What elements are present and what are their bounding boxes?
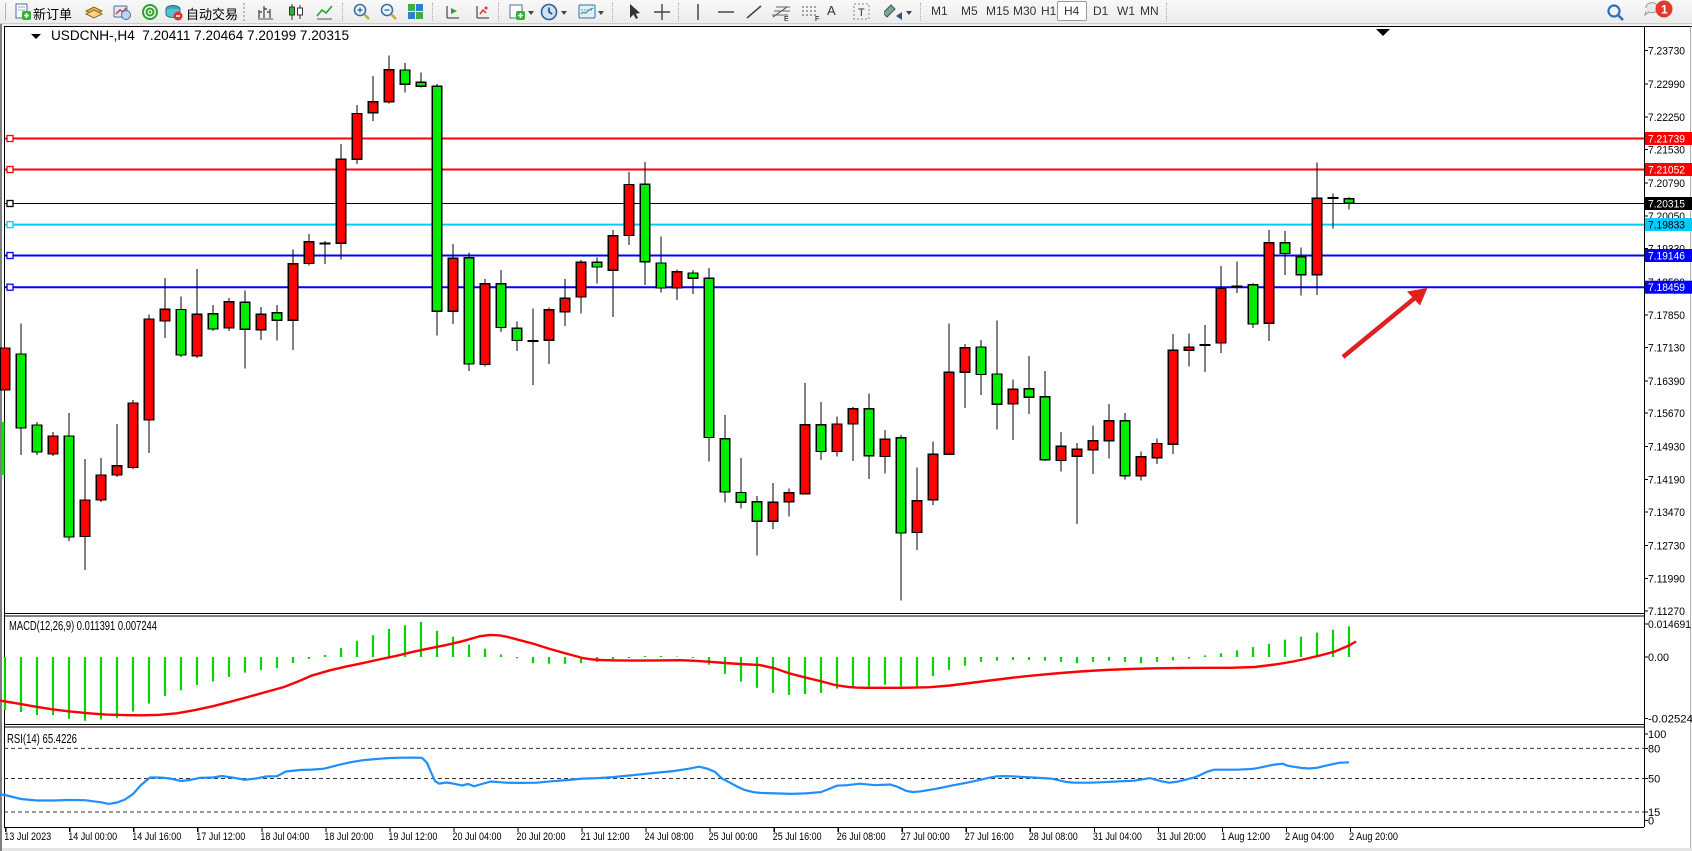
svg-text:100: 100: [1648, 729, 1666, 741]
svg-text:E: E: [784, 16, 789, 22]
svg-text:28 Jul 08:00: 28 Jul 08:00: [1029, 831, 1078, 843]
svg-text:17 Jul 12:00: 17 Jul 12:00: [196, 831, 245, 843]
svg-text:T: T: [858, 7, 865, 19]
svg-text:7.15670: 7.15670: [1648, 408, 1685, 420]
svg-text:24 Jul 08:00: 24 Jul 08:00: [645, 831, 694, 843]
svg-text:7.17850: 7.17850: [1648, 310, 1685, 322]
svg-text:26 Jul 08:00: 26 Jul 08:00: [837, 831, 886, 843]
svg-text:25 Jul 00:00: 25 Jul 00:00: [709, 831, 758, 843]
svg-text:-0.02524: -0.02524: [1648, 713, 1692, 725]
svg-text:31 Jul 04:00: 31 Jul 04:00: [1093, 831, 1142, 843]
svg-text:F: F: [815, 16, 819, 22]
svg-text:2 Aug 20:00: 2 Aug 20:00: [1349, 831, 1398, 843]
svg-text:7.19833: 7.19833: [1648, 220, 1685, 232]
svg-text:15: 15: [1648, 807, 1660, 819]
svg-text:7.16390: 7.16390: [1648, 376, 1685, 388]
svg-text:7.23730: 7.23730: [1648, 46, 1685, 58]
svg-text:7.20315: 7.20315: [1648, 199, 1685, 211]
svg-text:14 Jul 16:00: 14 Jul 16:00: [132, 831, 181, 843]
svg-text:7.11270: 7.11270: [1648, 606, 1685, 618]
svg-text:7.12730: 7.12730: [1648, 540, 1685, 552]
svg-text:20 Jul 04:00: 20 Jul 04:00: [453, 831, 502, 843]
svg-text:7.22250: 7.22250: [1648, 112, 1685, 124]
svg-text:7.18459: 7.18459: [1648, 282, 1685, 294]
svg-text:7.22990: 7.22990: [1648, 79, 1685, 91]
svg-text:14 Jul 00:00: 14 Jul 00:00: [68, 831, 117, 843]
svg-text:7.11990: 7.11990: [1648, 574, 1685, 586]
svg-text:18 Jul 04:00: 18 Jul 04:00: [260, 831, 309, 843]
svg-text:0.014691: 0.014691: [1648, 619, 1691, 631]
svg-text:27 Jul 00:00: 27 Jul 00:00: [901, 831, 950, 843]
svg-text:31 Jul 20:00: 31 Jul 20:00: [1157, 831, 1206, 843]
svg-text:1: 1: [1661, 3, 1668, 17]
svg-text:80: 80: [1648, 743, 1660, 755]
svg-text:20 Jul 20:00: 20 Jul 20:00: [517, 831, 566, 843]
svg-text:19 Jul 12:00: 19 Jul 12:00: [388, 831, 437, 843]
svg-text:21 Jul 12:00: 21 Jul 12:00: [581, 831, 630, 843]
svg-text:RSI(14) 65.4226: RSI(14) 65.4226: [7, 731, 77, 746]
svg-text:0: 0: [1648, 816, 1654, 828]
svg-text:13 Jul 2023: 13 Jul 2023: [4, 831, 51, 843]
svg-text:18 Jul 20:00: 18 Jul 20:00: [324, 831, 373, 843]
svg-text:7.20790: 7.20790: [1648, 178, 1685, 190]
svg-text:0.00: 0.00: [1648, 652, 1669, 664]
svg-text:7.21530: 7.21530: [1648, 145, 1685, 157]
svg-text:50: 50: [1648, 774, 1660, 786]
svg-text:7.14930: 7.14930: [1648, 441, 1685, 453]
svg-text:7.21739: 7.21739: [1648, 134, 1685, 146]
svg-text:2 Aug 04:00: 2 Aug 04:00: [1285, 831, 1334, 843]
svg-text:7.19146: 7.19146: [1648, 251, 1685, 263]
svg-text:7.21052: 7.21052: [1648, 165, 1685, 177]
svg-text:27 Jul 16:00: 27 Jul 16:00: [965, 831, 1014, 843]
svg-text:7.14190: 7.14190: [1648, 475, 1685, 487]
svg-text:MACD(12,26,9) 0.011391 0.00724: MACD(12,26,9) 0.011391 0.007244: [9, 618, 157, 633]
svg-text:7.13470: 7.13470: [1648, 507, 1685, 519]
svg-text:25 Jul 16:00: 25 Jul 16:00: [773, 831, 822, 843]
svg-text:7.17130: 7.17130: [1648, 343, 1685, 355]
svg-text:1 Aug 12:00: 1 Aug 12:00: [1221, 831, 1270, 843]
svg-text:USDCNH-,H4 7.20411 7.20464 7.: USDCNH-,H4 7.20411 7.20464 7.20199 7.203…: [51, 28, 349, 43]
